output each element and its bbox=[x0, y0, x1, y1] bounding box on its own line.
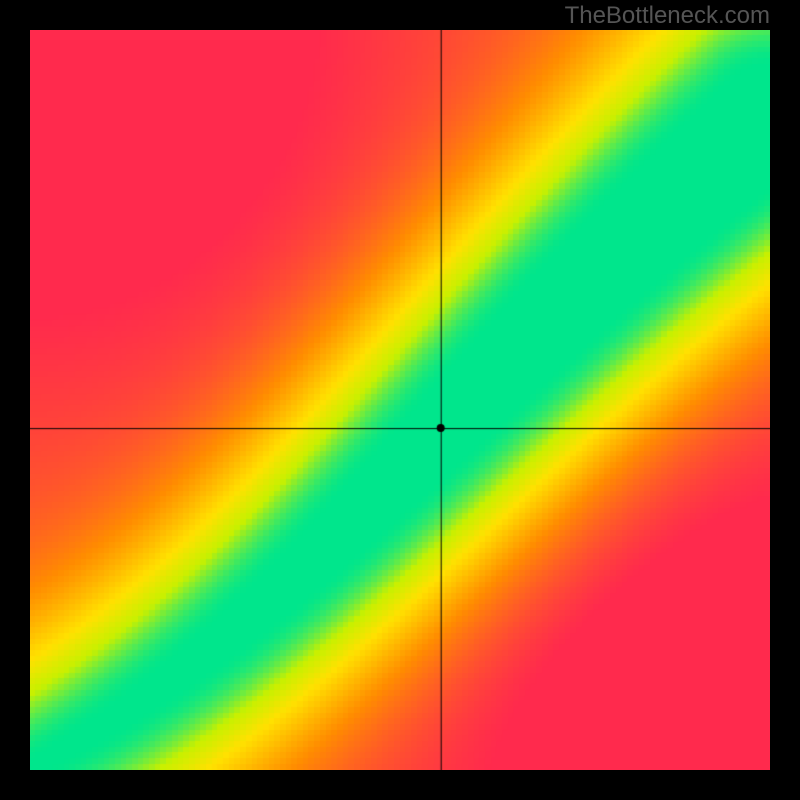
chart-container: TheBottleneck.com bbox=[0, 0, 800, 800]
watermark-text: TheBottleneck.com bbox=[565, 2, 770, 30]
bottleneck-heatmap bbox=[30, 30, 770, 770]
